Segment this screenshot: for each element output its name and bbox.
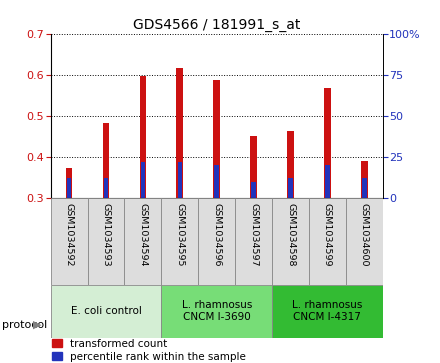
Text: ▶: ▶ [33, 320, 42, 330]
Bar [362, 178, 367, 198]
Bar [324, 89, 331, 198]
Bar [346, 198, 383, 285]
Bar [325, 165, 330, 198]
Title: GDS4566 / 181991_s_at: GDS4566 / 181991_s_at [133, 18, 301, 32]
Text: GSM1034595: GSM1034595 [175, 203, 184, 266]
Text: GSM1034592: GSM1034592 [65, 203, 73, 266]
Bar [287, 131, 294, 198]
Bar [141, 162, 145, 198]
Legend: transformed count, percentile rank within the sample: transformed count, percentile rank withi… [52, 339, 246, 362]
Bar [103, 123, 109, 198]
Bar [161, 285, 272, 338]
Bar [250, 136, 257, 198]
Text: GSM1034598: GSM1034598 [286, 203, 295, 266]
Text: GSM1034594: GSM1034594 [138, 203, 147, 266]
Text: GSM1034593: GSM1034593 [102, 203, 110, 267]
Text: L. rhamnosus
CNCM I-4317: L. rhamnosus CNCM I-4317 [292, 300, 363, 322]
Text: GSM1034599: GSM1034599 [323, 203, 332, 266]
Bar [161, 198, 198, 285]
Bar [361, 162, 368, 198]
Text: GSM1034600: GSM1034600 [360, 203, 369, 266]
Text: E. coli control: E. coli control [70, 306, 141, 316]
Bar [235, 198, 272, 285]
Bar [288, 178, 293, 198]
Bar [67, 178, 71, 198]
Bar [104, 178, 108, 198]
Bar [198, 198, 235, 285]
Bar [272, 285, 383, 338]
Bar [178, 162, 182, 198]
Bar [125, 198, 161, 285]
Text: L. rhamnosus
CNCM I-3690: L. rhamnosus CNCM I-3690 [182, 300, 252, 322]
Bar [309, 198, 346, 285]
Bar [213, 80, 220, 198]
Bar [51, 285, 161, 338]
Text: GSM1034596: GSM1034596 [212, 203, 221, 266]
Bar [51, 198, 88, 285]
Bar [88, 198, 125, 285]
Bar [272, 198, 309, 285]
Bar [66, 168, 72, 198]
Bar [214, 165, 219, 198]
Text: GSM1034597: GSM1034597 [249, 203, 258, 266]
Text: protocol: protocol [2, 320, 48, 330]
Bar [251, 182, 256, 198]
Bar [139, 76, 146, 198]
Bar [176, 68, 183, 198]
